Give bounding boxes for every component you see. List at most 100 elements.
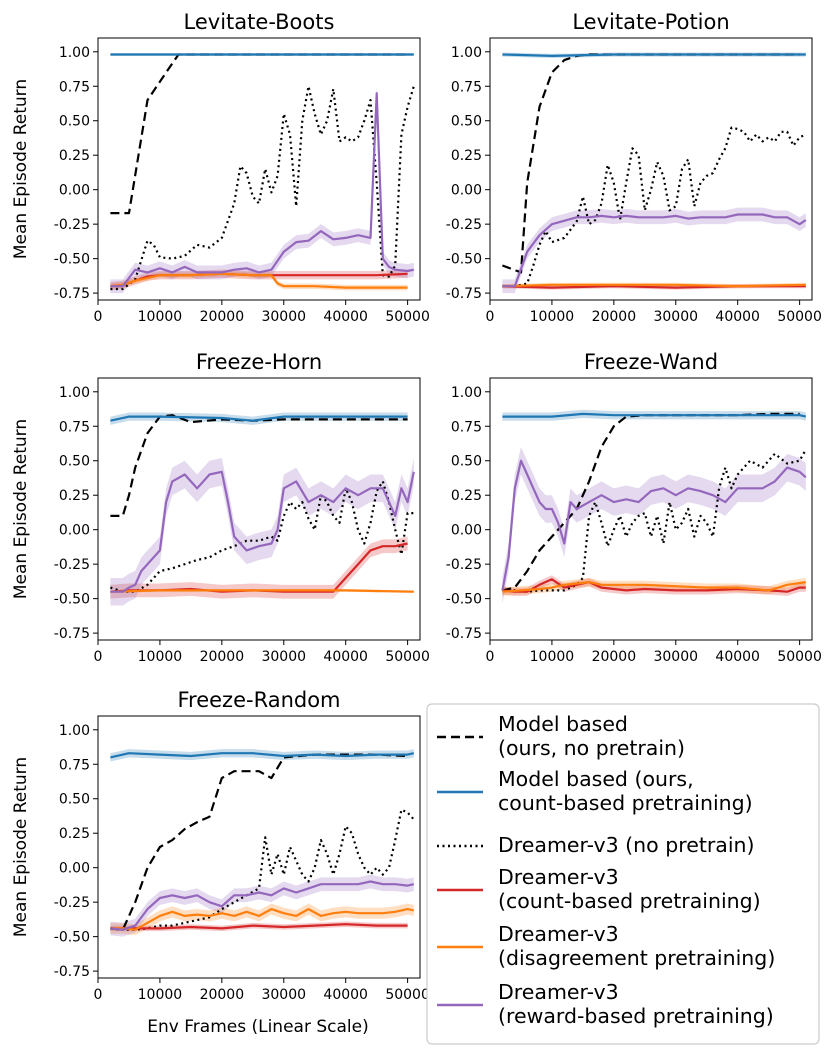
x-tick-label: 50000	[385, 987, 430, 1003]
y-tick-label: 0.00	[451, 523, 482, 539]
x-tick-label: 30000	[261, 649, 306, 665]
legend-label: Dreamer-v3	[498, 922, 619, 946]
y-tick-label: -0.75	[446, 286, 482, 302]
series-line-dreamer_no_pretrain	[110, 85, 415, 291]
series-line-dreamer_disagreement	[110, 907, 415, 931]
axes-frame	[97, 715, 421, 979]
series-line-model_count	[110, 415, 408, 422]
series-line-model_count	[502, 412, 807, 418]
y-tick-label: 0.75	[59, 757, 90, 773]
y-tick-label: 0.25	[59, 148, 90, 164]
panel-2: Levitate-Potion -0.75 -0.50 -0.25 0.00 0.25 0.…	[446, 10, 822, 325]
y-tick-label: 1.00	[451, 385, 482, 401]
legend-label: Model based	[498, 712, 628, 736]
series-line-model_no_pretrain	[502, 53, 800, 274]
x-tick-label: 0	[94, 649, 103, 665]
series-band-model_count	[110, 749, 414, 762]
axes-frame	[97, 377, 421, 641]
legend-label: Dreamer-v3	[498, 980, 619, 1004]
series-line-dreamer_disagreement	[502, 283, 806, 288]
panel-title: Freeze-Horn	[196, 350, 322, 374]
legend-label: Dreamer-v3 (no pretrain)	[498, 833, 755, 857]
legend-entry: Dreamer-v3(disagreement pretraining)	[437, 922, 775, 970]
series-line-model_count	[110, 752, 415, 759]
y-tick-label: -0.75	[54, 626, 90, 642]
x-tick-label: 10000	[530, 309, 575, 325]
y-tick-label: 1.00	[59, 723, 90, 739]
y-tick-label: 0.75	[59, 79, 90, 95]
series-line-dreamer_no_pretrain	[110, 808, 415, 931]
x-tick-label: 10000	[138, 987, 183, 1003]
panel-title: Freeze-Wand	[584, 350, 718, 374]
axes-frame	[489, 37, 813, 301]
x-tick-label: 40000	[715, 309, 760, 325]
y-tick-label: 0.50	[451, 454, 482, 470]
y-tick-label: 0.50	[59, 454, 90, 470]
x-tick-label: 50000	[777, 309, 822, 325]
x-tick-label: 20000	[200, 987, 245, 1003]
panel-3: Freeze-Horn -0.75 -0.50 -0.25 0.00 0.25 0.50 0.…	[11, 350, 430, 665]
series-line-model_no_pretrain	[110, 53, 408, 215]
panels-group: Levitate-Boots -0.75 -0.50 -0.25 0.00 0.25 0.5…	[11, 10, 822, 1003]
x-tick-label: 50000	[777, 649, 822, 665]
y-axis-label: Mean Episode Return	[11, 79, 31, 259]
x-tick-label: 0	[486, 649, 495, 665]
x-tick-label: 0	[94, 309, 103, 325]
y-axis-label: Mean Episode Return	[11, 757, 31, 937]
legend-entry: Model based(ours, no pretrain)	[437, 712, 685, 760]
y-tick-label: 0.50	[451, 114, 482, 130]
y-tick-label: -0.50	[54, 592, 90, 608]
x-tick-label: 40000	[715, 649, 760, 665]
legend-label: Model based (ours,	[498, 767, 694, 791]
legend-frame	[426, 703, 820, 1045]
x-tick-label: 0	[94, 987, 103, 1003]
series-line-dreamer_disagreement	[502, 580, 806, 593]
series-line-dreamer_reward	[110, 92, 415, 288]
y-tick-label: 0.75	[451, 79, 482, 95]
x-tick-label: 50000	[385, 309, 430, 325]
y-tick-label: -0.75	[446, 626, 482, 642]
y-tick-label: -0.75	[54, 964, 90, 980]
series-line-dreamer_reward	[502, 213, 807, 288]
y-tick-label: 0.25	[59, 826, 90, 842]
series-line-dreamer_reward	[501, 459, 807, 591]
legend-entry: Model based (ours,count-based pretrainin…	[437, 767, 753, 815]
y-tick-label: 0.00	[59, 861, 90, 877]
x-tick-label: 10000	[138, 309, 183, 325]
axes-frame	[97, 37, 421, 301]
series-line-dreamer_no_pretrain	[110, 480, 414, 593]
series-band-dreamer_count	[110, 536, 408, 599]
x-tick-label: 10000	[530, 649, 575, 665]
y-tick-label: 0.00	[59, 183, 90, 199]
y-axis-label: Mean Episode Return	[11, 419, 31, 599]
x-tick-label: 20000	[200, 649, 245, 665]
panel-title: Levitate-Boots	[184, 10, 335, 34]
panel-5: Freeze-Random -0.75 -0.50 -0.25 0.00 0.25 0.50…	[11, 688, 430, 1003]
series-band-dreamer_disagreement	[110, 903, 414, 936]
y-tick-label: -0.50	[446, 252, 482, 268]
y-tick-label: 0.00	[59, 523, 90, 539]
plot-area	[502, 52, 807, 294]
y-tick-label: -0.25	[54, 217, 90, 233]
series-band-dreamer_reward	[110, 874, 414, 937]
series-band-dreamer_reward	[110, 86, 414, 294]
x-tick-label: 0	[486, 309, 495, 325]
series-line-model_count	[502, 53, 806, 58]
legend-label: (ours, no pretrain)	[498, 736, 685, 760]
x-tick-label: 20000	[592, 649, 637, 665]
y-tick-label: 0.25	[451, 148, 482, 164]
series-line-dreamer_reward	[110, 470, 415, 593]
x-tick-label: 20000	[200, 309, 245, 325]
y-tick-label: -0.50	[446, 592, 482, 608]
y-tick-label: -0.75	[54, 286, 90, 302]
legend-label: (reward-based pretraining)	[498, 1004, 774, 1028]
legend-entry: Dreamer-v3(count-based pretraining)	[437, 865, 761, 913]
y-tick-label: 1.00	[59, 385, 90, 401]
series-line-dreamer_disagreement	[110, 589, 414, 593]
y-tick-label: 1.00	[59, 45, 90, 61]
y-tick-label: -0.50	[54, 252, 90, 268]
x-tick-label: 40000	[323, 987, 368, 1003]
panel-title: Freeze-Random	[177, 688, 340, 712]
x-tick-label: 50000	[385, 649, 430, 665]
x-tick-label: 40000	[323, 309, 368, 325]
